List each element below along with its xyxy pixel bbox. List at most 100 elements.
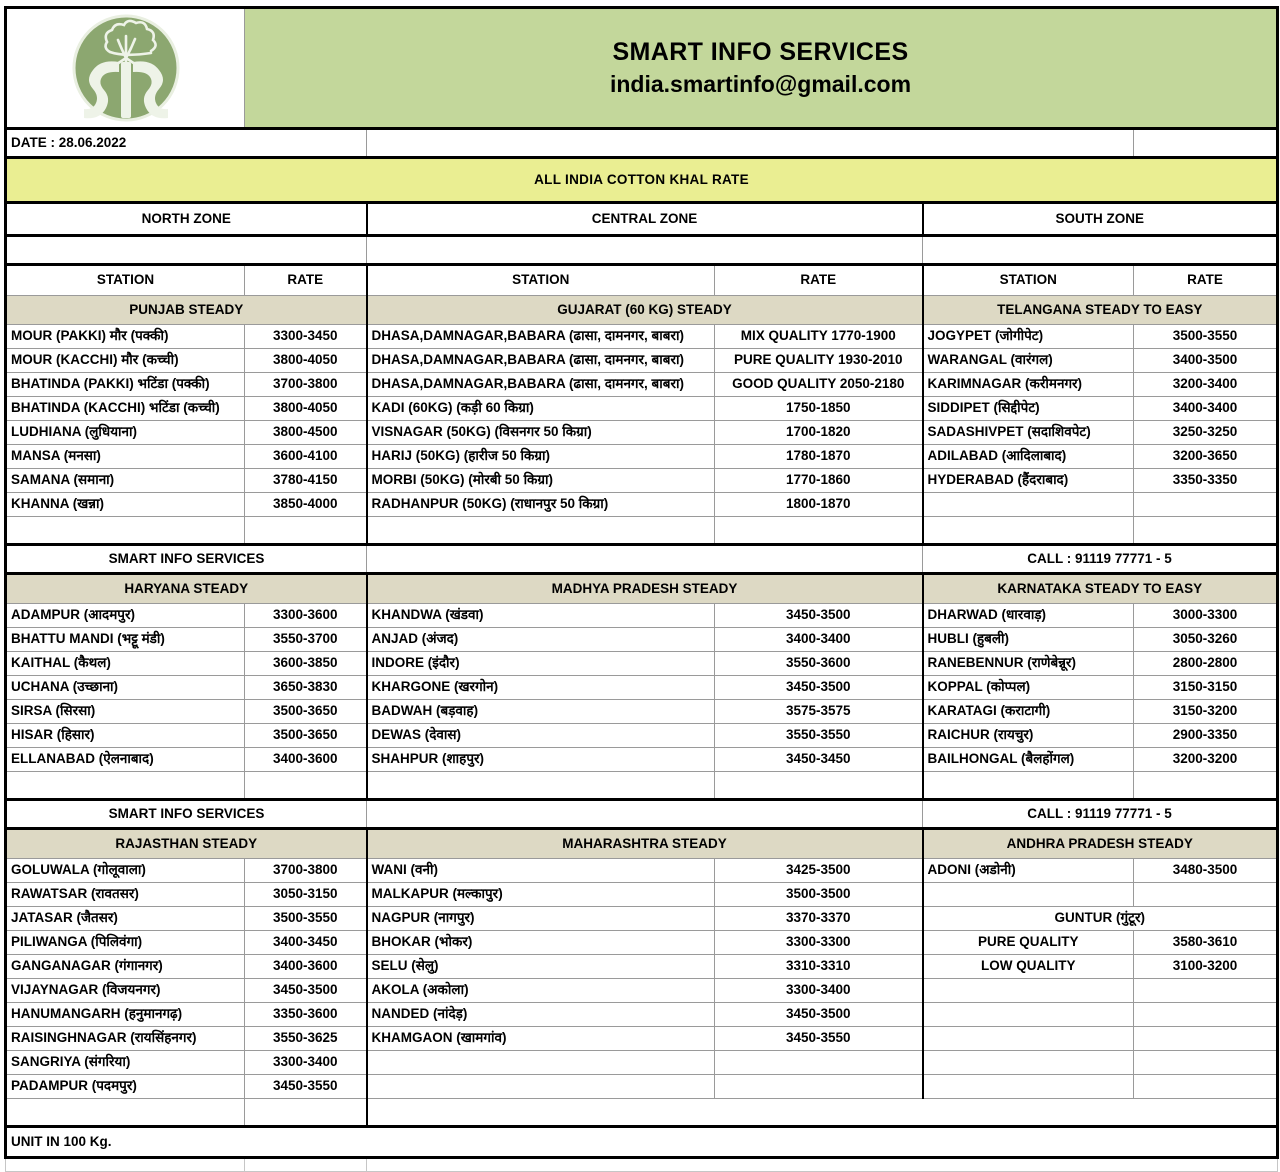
station-name: INDORE (इंदौर)	[365, 651, 715, 676]
station-rate: 3310-3310	[714, 954, 923, 979]
table-row: BHATTU MANDI (भट्टू मंडी) 3550-3700 ANJA…	[4, 627, 1280, 652]
station-name: MANSA (मनसा)	[4, 444, 245, 469]
station-name: DHARWAD (धारवाड़)	[921, 603, 1134, 628]
station-rate: 3450-3500	[244, 978, 367, 1003]
station-rate: 3450-3500	[714, 1002, 923, 1027]
table-row: PADAMPUR (पदमपुर) 3450-3550	[4, 1074, 1280, 1099]
station-name: NAGPUR (नागपुर)	[365, 906, 715, 931]
station-name: KAITHAL (कैथल)	[4, 651, 245, 676]
spacer-row-2	[4, 516, 1280, 546]
station-name	[365, 1074, 715, 1099]
station-rate: 3450-3500	[714, 603, 923, 628]
rate-sheet-table: SMART INFO SERVICES india.smartinfo@gmai…	[3, 6, 1280, 1172]
station-rate: 3700-3800	[244, 372, 367, 397]
brand-block: SMART INFO SERVICES india.smartinfo@gmai…	[243, 6, 1280, 130]
station-name: KADI (60KG) (कड़ी 60 किग्रा)	[365, 396, 715, 421]
section-heading-gujarat: GUJARAT (60 KG) STEADY	[365, 295, 923, 325]
station-name	[921, 492, 1134, 517]
station-rate: 1780-1870	[714, 444, 923, 469]
station-name: SAMANA (समाना)	[4, 468, 245, 493]
section-heading-haryana: HARYANA STEADY	[4, 573, 367, 604]
contact-phone-label: CALL : 91119 77771 - 5	[921, 799, 1280, 830]
station-rate: 3600-4100	[244, 444, 367, 469]
contact-brand-label: SMART INFO SERVICES	[4, 799, 367, 830]
quality-rate: 3580-3610	[1132, 930, 1280, 955]
station-rate: 3500-3550	[244, 906, 367, 931]
station-rate: 3350-3350	[1132, 468, 1280, 493]
station-rate: 3050-3260	[1132, 627, 1280, 652]
date-row: DATE : 28.06.2022	[4, 128, 1280, 159]
station-name: ADONI (अडोनी)	[921, 858, 1134, 883]
station-rate: 3300-3600	[244, 603, 367, 628]
table-row: PILIWANGA (पिलिवंगा) 3400-3450 BHOKAR (भ…	[4, 930, 1280, 955]
station-name: DHASA,DAMNAGAR,BABARA (ढासा, दामनगर, बाब…	[365, 324, 715, 349]
station-name: BHATINDA (PAKKI) भटिंडा (पक्की)	[4, 372, 245, 397]
station-name	[921, 1050, 1134, 1075]
station-rate: 3800-4050	[244, 396, 367, 421]
section-heading-madhya-pradesh: MADHYA PRADESH STEADY	[365, 573, 923, 604]
station-rate: 2800-2800	[1132, 651, 1280, 676]
station-name	[921, 1002, 1134, 1027]
zone-south: SOUTH ZONE	[921, 202, 1280, 237]
station-rate: 3550-3600	[714, 651, 923, 676]
colhead-station-central: STATION	[365, 264, 715, 296]
table-row: MOUR (KACCHI) मौर (कच्ची) 3800-4050 DHAS…	[4, 348, 1280, 373]
station-name: RANEBENNUR (राणेबेन्नूर)	[921, 651, 1134, 676]
spacer-cell	[4, 771, 245, 801]
trailing-cell	[5, 1157, 245, 1172]
station-name: DHASA,DAMNAGAR,BABARA (ढासा, दामनगर, बाब…	[365, 348, 715, 373]
colhead-rate-north: RATE	[244, 264, 367, 296]
spacer-cell	[1132, 516, 1280, 546]
table-row: KHANNA (खन्ना) 3850-4000 RADHANPUR (50KG…	[4, 492, 1280, 517]
zone-north: NORTH ZONE	[4, 202, 367, 237]
contact-phone-label: CALL : 91119 77771 - 5	[921, 544, 1280, 575]
table-row: UCHANA (उच्छाना) 3650-3830 KHARGONE (खरग…	[4, 675, 1280, 700]
header-row: SMART INFO SERVICES india.smartinfo@gmai…	[4, 6, 1280, 130]
station-name: HARIJ (50KG) (हारीज 50 किग्रा)	[365, 444, 715, 469]
station-rate: 3450-3550	[714, 1026, 923, 1051]
station-rate: 3650-3830	[244, 675, 367, 700]
spacer-cell	[244, 771, 367, 801]
spacer-cell-s	[921, 235, 1280, 266]
zone-central: CENTRAL ZONE	[365, 202, 923, 237]
table-row: HISAR (हिसार) 3500-3650 DEWAS (देवास) 35…	[4, 723, 1280, 748]
station-name: WARANGAL (वारंगल)	[921, 348, 1134, 373]
sis-cotton-logo-icon	[72, 14, 179, 122]
colhead-station-south: STATION	[921, 264, 1134, 296]
station-name: DHASA,DAMNAGAR,BABARA (ढासा, दामनगर, बाब…	[365, 372, 715, 397]
table-row: BHATINDA (PAKKI) भटिंडा (पक्की) 3700-380…	[4, 372, 1280, 397]
section-heading-karnataka: KARNATAKA STEADY TO EASY	[921, 573, 1280, 604]
spacer-cell	[365, 771, 715, 801]
section-heading-punjab: PUNJAB STEADY	[4, 295, 367, 325]
station-rate: 3250-3250	[1132, 420, 1280, 445]
station-name: SIDDIPET (सिद्दीपेट)	[921, 396, 1134, 421]
spacer-cell	[1132, 771, 1280, 801]
station-rate: 3400-3450	[244, 930, 367, 955]
spacer-cell	[365, 516, 715, 546]
company-email: india.smartinfo@gmail.com	[609, 71, 912, 98]
station-name: MORBI (50KG) (मोरबी 50 किग्रा)	[365, 468, 715, 493]
colhead-rate-south: RATE	[1132, 264, 1280, 296]
station-rate: 3575-3575	[714, 699, 923, 724]
station-name: UCHANA (उच्छाना)	[4, 675, 245, 700]
station-name: JATASAR (जैतसर)	[4, 906, 245, 931]
trailing-cell	[244, 1157, 367, 1172]
station-name: KOPPAL (कोप्पल)	[921, 675, 1134, 700]
station-name: NANDED (नांदेड़)	[365, 1002, 715, 1027]
station-name: WANI (वनी)	[365, 858, 715, 883]
station-rate: 3200-3650	[1132, 444, 1280, 469]
station-name: GANGANAGAR (गंगानगर)	[4, 954, 245, 979]
station-name: HISAR (हिसार)	[4, 723, 245, 748]
table-row: BHATINDA (KACCHI) भटिंडा (कच्ची) 3800-40…	[4, 396, 1280, 421]
station-rate: 3400-3500	[1132, 348, 1280, 373]
table-row: RAWATSAR (रावतसर) 3050-3150 MALKAPUR (मल…	[4, 882, 1280, 907]
contact-brand-label: SMART INFO SERVICES	[4, 544, 367, 575]
station-rate	[1132, 1074, 1280, 1099]
station-rate: 3500-3550	[1132, 324, 1280, 349]
station-rate	[1132, 1002, 1280, 1027]
station-name: MOUR (PAKKI) मौर (पक्की)	[4, 324, 245, 349]
station-name: ANJAD (अंजद)	[365, 627, 715, 652]
station-name	[921, 882, 1134, 907]
station-rate	[1132, 882, 1280, 907]
station-name: HYDERABAD (हैंदराबाद)	[921, 468, 1134, 493]
